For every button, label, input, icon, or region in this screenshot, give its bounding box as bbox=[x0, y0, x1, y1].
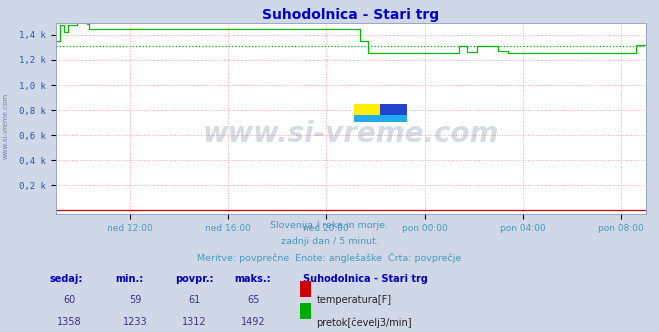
Bar bbox=[380, 104, 407, 115]
Text: zadnji dan / 5 minut.: zadnji dan / 5 minut. bbox=[281, 237, 378, 246]
Text: www.si-vreme.com: www.si-vreme.com bbox=[203, 120, 499, 148]
Text: 1312: 1312 bbox=[182, 317, 207, 327]
Text: min.:: min.: bbox=[115, 274, 144, 284]
Text: 1358: 1358 bbox=[57, 317, 82, 327]
Text: www.si-vreme.com: www.si-vreme.com bbox=[2, 93, 9, 159]
Bar bbox=[354, 104, 380, 115]
Text: temperatura[F]: temperatura[F] bbox=[316, 295, 391, 305]
Text: povpr.:: povpr.: bbox=[175, 274, 213, 284]
Text: 65: 65 bbox=[248, 295, 260, 305]
Text: 1492: 1492 bbox=[241, 317, 266, 327]
Bar bbox=[354, 115, 407, 122]
Text: Suhodolnica - Stari trg: Suhodolnica - Stari trg bbox=[303, 274, 428, 284]
Text: 1233: 1233 bbox=[123, 317, 148, 327]
Text: Slovenija / reke in morje.: Slovenija / reke in morje. bbox=[270, 221, 389, 230]
Title: Suhodolnica - Stari trg: Suhodolnica - Stari trg bbox=[262, 8, 440, 22]
Text: 59: 59 bbox=[129, 295, 141, 305]
Text: 60: 60 bbox=[63, 295, 75, 305]
Text: Meritve: povprečne  Enote: anglešaške  Črta: povprečje: Meritve: povprečne Enote: anglešaške Črt… bbox=[198, 253, 461, 263]
Text: 61: 61 bbox=[188, 295, 200, 305]
Text: pretok[čevelj3/min]: pretok[čevelj3/min] bbox=[316, 317, 412, 328]
Text: maks.:: maks.: bbox=[234, 274, 271, 284]
Text: sedaj:: sedaj: bbox=[49, 274, 83, 284]
